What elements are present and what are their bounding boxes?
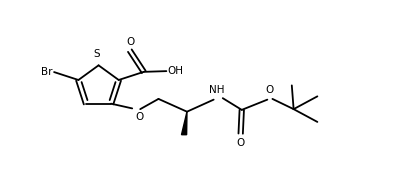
Text: Br: Br: [41, 67, 52, 77]
Text: O: O: [236, 138, 245, 148]
Text: S: S: [94, 49, 100, 59]
Text: NH: NH: [209, 85, 224, 95]
Polygon shape: [181, 112, 187, 135]
Text: O: O: [135, 112, 143, 122]
Text: O: O: [265, 85, 274, 95]
Text: OH: OH: [168, 66, 184, 76]
Text: O: O: [127, 37, 135, 47]
